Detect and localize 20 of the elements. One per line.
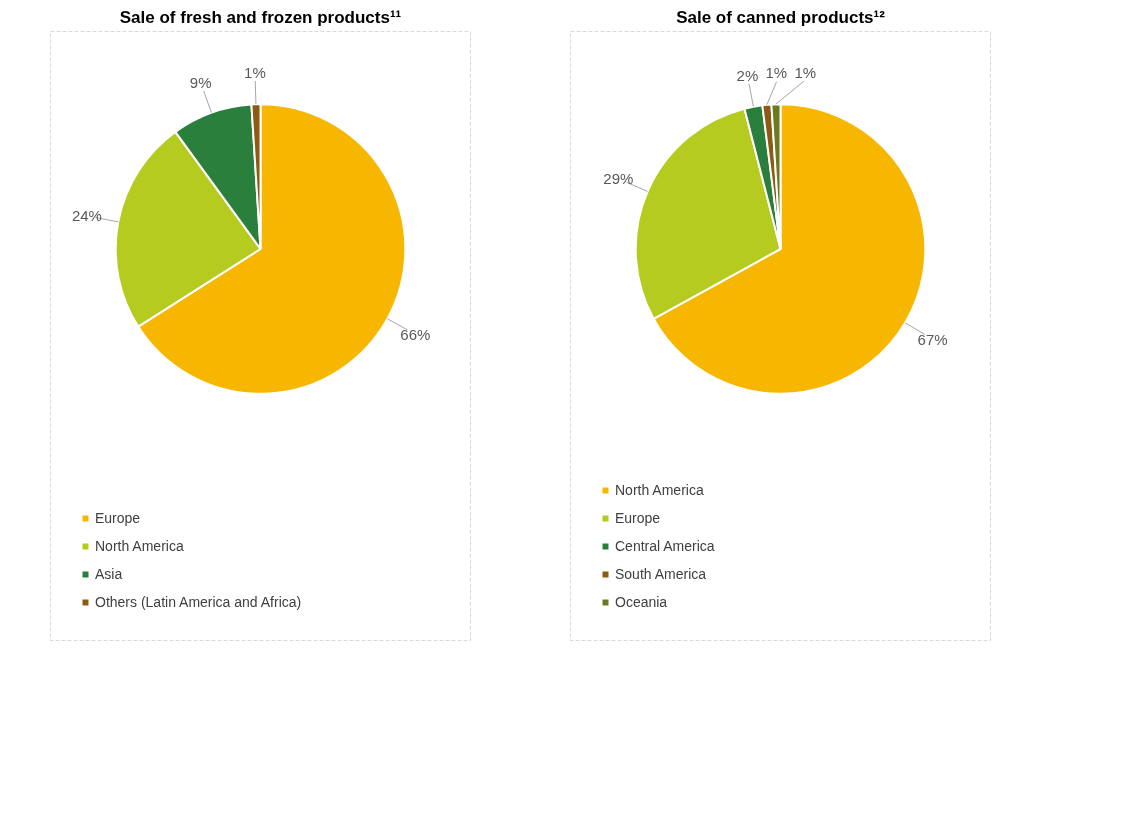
data-label: 67% (917, 330, 948, 348)
legend-label: Oceania (615, 594, 668, 610)
legend-label: North America (95, 538, 184, 554)
data-label: 2% (736, 66, 759, 84)
legend-label: Europe (615, 510, 661, 526)
legend-label: North America (615, 482, 704, 498)
chart-title: Sale of canned products¹² (676, 7, 886, 27)
data-label: 24% (71, 207, 102, 225)
legend-label: Europe (95, 510, 141, 526)
data-label: 9% (189, 74, 212, 92)
legend-label: Asia (95, 566, 123, 582)
data-label: 29% (603, 170, 634, 188)
data-label: 66% (400, 325, 431, 343)
legend-label: Others (Latin America and Africa) (95, 594, 302, 610)
data-label: 1% (765, 64, 788, 82)
data-label: 1% (794, 63, 817, 81)
data-label: 1% (244, 63, 266, 81)
legend-label: South America (615, 566, 707, 582)
chart-title: Sale of fresh and frozen products¹¹ (119, 7, 402, 27)
legend-label: Central America (615, 538, 715, 554)
